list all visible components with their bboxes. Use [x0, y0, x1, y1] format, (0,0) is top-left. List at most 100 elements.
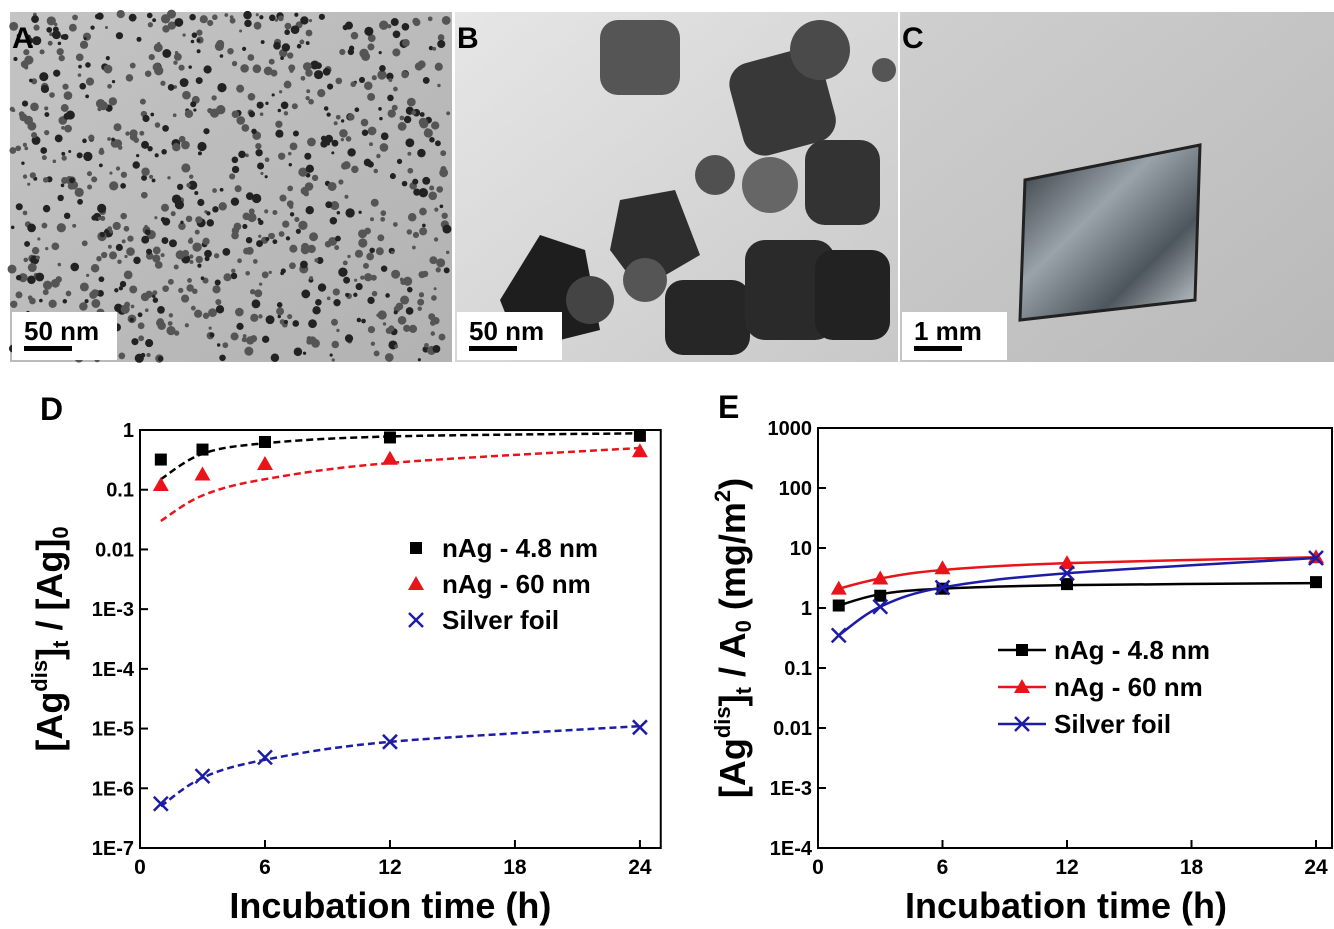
- particle: [179, 136, 186, 143]
- x-tick-label: 24: [1304, 856, 1328, 879]
- particle: [331, 151, 334, 154]
- particle: [156, 319, 164, 327]
- particle: [387, 24, 391, 28]
- particle: [99, 101, 108, 110]
- particle: [380, 143, 389, 152]
- particle: [339, 129, 348, 138]
- particle: [422, 224, 426, 228]
- marker: [634, 430, 646, 442]
- particle: [27, 224, 36, 233]
- particle: [323, 68, 331, 76]
- particle: [428, 313, 435, 320]
- particle: [337, 211, 341, 215]
- particle: [367, 93, 375, 101]
- particle: [204, 250, 212, 258]
- particle: [301, 187, 309, 195]
- particle: [220, 188, 224, 192]
- particle: [438, 34, 445, 41]
- particle: [77, 152, 83, 158]
- marker: [935, 560, 951, 574]
- y-axis-title: [Agdis]t / [Ag]0: [27, 526, 73, 751]
- marker: [1016, 644, 1028, 656]
- particle: [15, 291, 22, 298]
- particle: [196, 77, 203, 84]
- particle: [284, 29, 290, 35]
- particle: [284, 111, 288, 115]
- particle: [345, 293, 349, 297]
- particle: [39, 72, 48, 81]
- particle: [419, 188, 428, 197]
- particle: [439, 334, 446, 341]
- x-tick-label: 0: [812, 856, 824, 879]
- particle: [217, 343, 220, 346]
- particle: [424, 128, 433, 137]
- particle: [145, 308, 149, 312]
- particle: [437, 40, 445, 48]
- particle: [152, 290, 157, 295]
- particle: [124, 271, 133, 280]
- particle: [258, 235, 261, 238]
- particle: [253, 259, 258, 264]
- particle: [253, 64, 262, 73]
- particle: [333, 299, 340, 306]
- particle: [308, 319, 317, 328]
- particle: [11, 226, 14, 229]
- particle: [37, 237, 40, 240]
- particle: [398, 316, 407, 325]
- particle: [269, 271, 272, 274]
- particle: [16, 203, 23, 210]
- particle: [230, 18, 236, 24]
- particle: [121, 305, 130, 314]
- particle: [236, 85, 244, 93]
- particle: [197, 39, 201, 43]
- chart: E061218241E-41E-30.010.11101001000Incuba…: [710, 389, 1332, 926]
- particle: [243, 213, 251, 221]
- particle: [436, 186, 443, 193]
- particle: [192, 288, 198, 294]
- particle: [343, 277, 350, 284]
- particle: [348, 114, 355, 121]
- particle: [232, 110, 240, 118]
- particle: [43, 281, 52, 290]
- particle: [303, 62, 312, 71]
- particle: [278, 15, 284, 21]
- particle: [269, 15, 276, 22]
- particle: [116, 244, 123, 251]
- particle: [243, 334, 247, 338]
- particle: [82, 240, 88, 246]
- particle: [182, 33, 185, 36]
- particle: [349, 46, 354, 51]
- particle: [306, 41, 310, 45]
- particle: [440, 150, 446, 156]
- particle: [63, 299, 68, 304]
- particle: [332, 341, 340, 349]
- particle: [190, 260, 194, 264]
- particle: [290, 212, 294, 216]
- particle: [405, 138, 414, 147]
- particle: [161, 14, 170, 23]
- particle: [271, 354, 279, 362]
- particle: [330, 354, 333, 357]
- particle: [231, 273, 238, 280]
- particle: [300, 16, 308, 24]
- particle: [197, 142, 206, 151]
- particle: [293, 131, 299, 137]
- particle: [97, 204, 106, 213]
- particle: [411, 110, 416, 115]
- particle: [334, 121, 338, 125]
- particle: [354, 279, 357, 282]
- particle: [21, 60, 29, 68]
- particle: [232, 157, 239, 164]
- particle: [32, 247, 39, 254]
- particle: [36, 255, 40, 259]
- particle: [254, 22, 262, 30]
- particle: [431, 331, 436, 336]
- particle: [407, 152, 411, 156]
- particle: [189, 14, 196, 21]
- particle: [279, 90, 282, 93]
- particle: [229, 173, 235, 179]
- y-tick-label: 1E-7: [92, 838, 134, 860]
- particle: [162, 125, 169, 132]
- particle: [417, 306, 422, 311]
- particle: [431, 121, 439, 129]
